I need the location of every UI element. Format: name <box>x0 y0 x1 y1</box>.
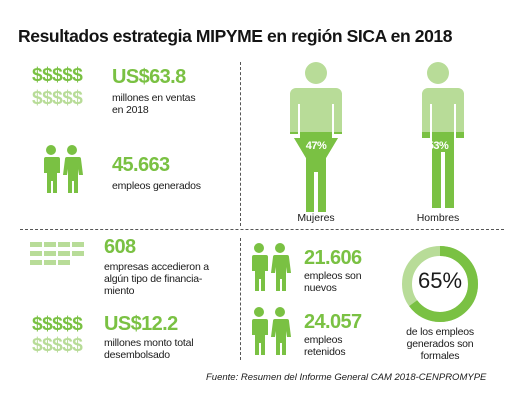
formal-description: de los empleos generados son formales <box>406 326 474 362</box>
dollar-signs-icon: $$$$$ <box>32 335 83 356</box>
woman-figure-icon <box>290 62 342 212</box>
bills-icon <box>30 242 84 265</box>
jobs-description: empleos generados <box>112 180 201 192</box>
disbursed-value: US$12.2 <box>104 313 178 335</box>
jobs-value: 45.663 <box>112 154 170 176</box>
dollar-signs-icon: $$$$$ <box>32 65 83 86</box>
couple-icon <box>252 307 291 355</box>
new-jobs-description: empleos son nuevos <box>304 270 362 294</box>
vertical-divider-top <box>240 62 241 226</box>
retained-jobs-value: 24.057 <box>304 311 362 333</box>
retained-jobs-description: empleos retenidos <box>304 334 346 358</box>
sales-description: millones en ventas en 2018 <box>112 92 196 116</box>
couple-icon <box>252 243 291 291</box>
men-label: Hombres <box>416 212 460 224</box>
men-percentage: 53% <box>427 140 449 152</box>
disbursed-description: millones monto total desembolsado <box>104 337 194 361</box>
dollar-signs-icon: $$$$$ <box>32 88 83 109</box>
financing-value: 608 <box>104 236 136 258</box>
source-note: Fuente: Resumen del Informe General CAM … <box>206 372 487 383</box>
dollar-signs-icon: $$$$$ <box>32 314 83 335</box>
women-label: Mujeres <box>297 212 335 224</box>
infographic-title: Resultados estrategia MIPYME en región S… <box>18 26 453 46</box>
horizontal-divider <box>20 229 504 230</box>
women-percentage: 47% <box>305 140 327 152</box>
vertical-divider-bottom <box>240 238 241 360</box>
new-jobs-value: 21.606 <box>304 247 362 269</box>
man-figure-icon <box>418 62 464 208</box>
formal-jobs-donut <box>402 246 478 322</box>
sales-value: US$63.8 <box>112 66 186 88</box>
couple-icon <box>44 145 83 193</box>
formal-percentage: 65% <box>417 268 463 293</box>
financing-description: empresas accedieron a algún tipo de fina… <box>104 261 209 297</box>
